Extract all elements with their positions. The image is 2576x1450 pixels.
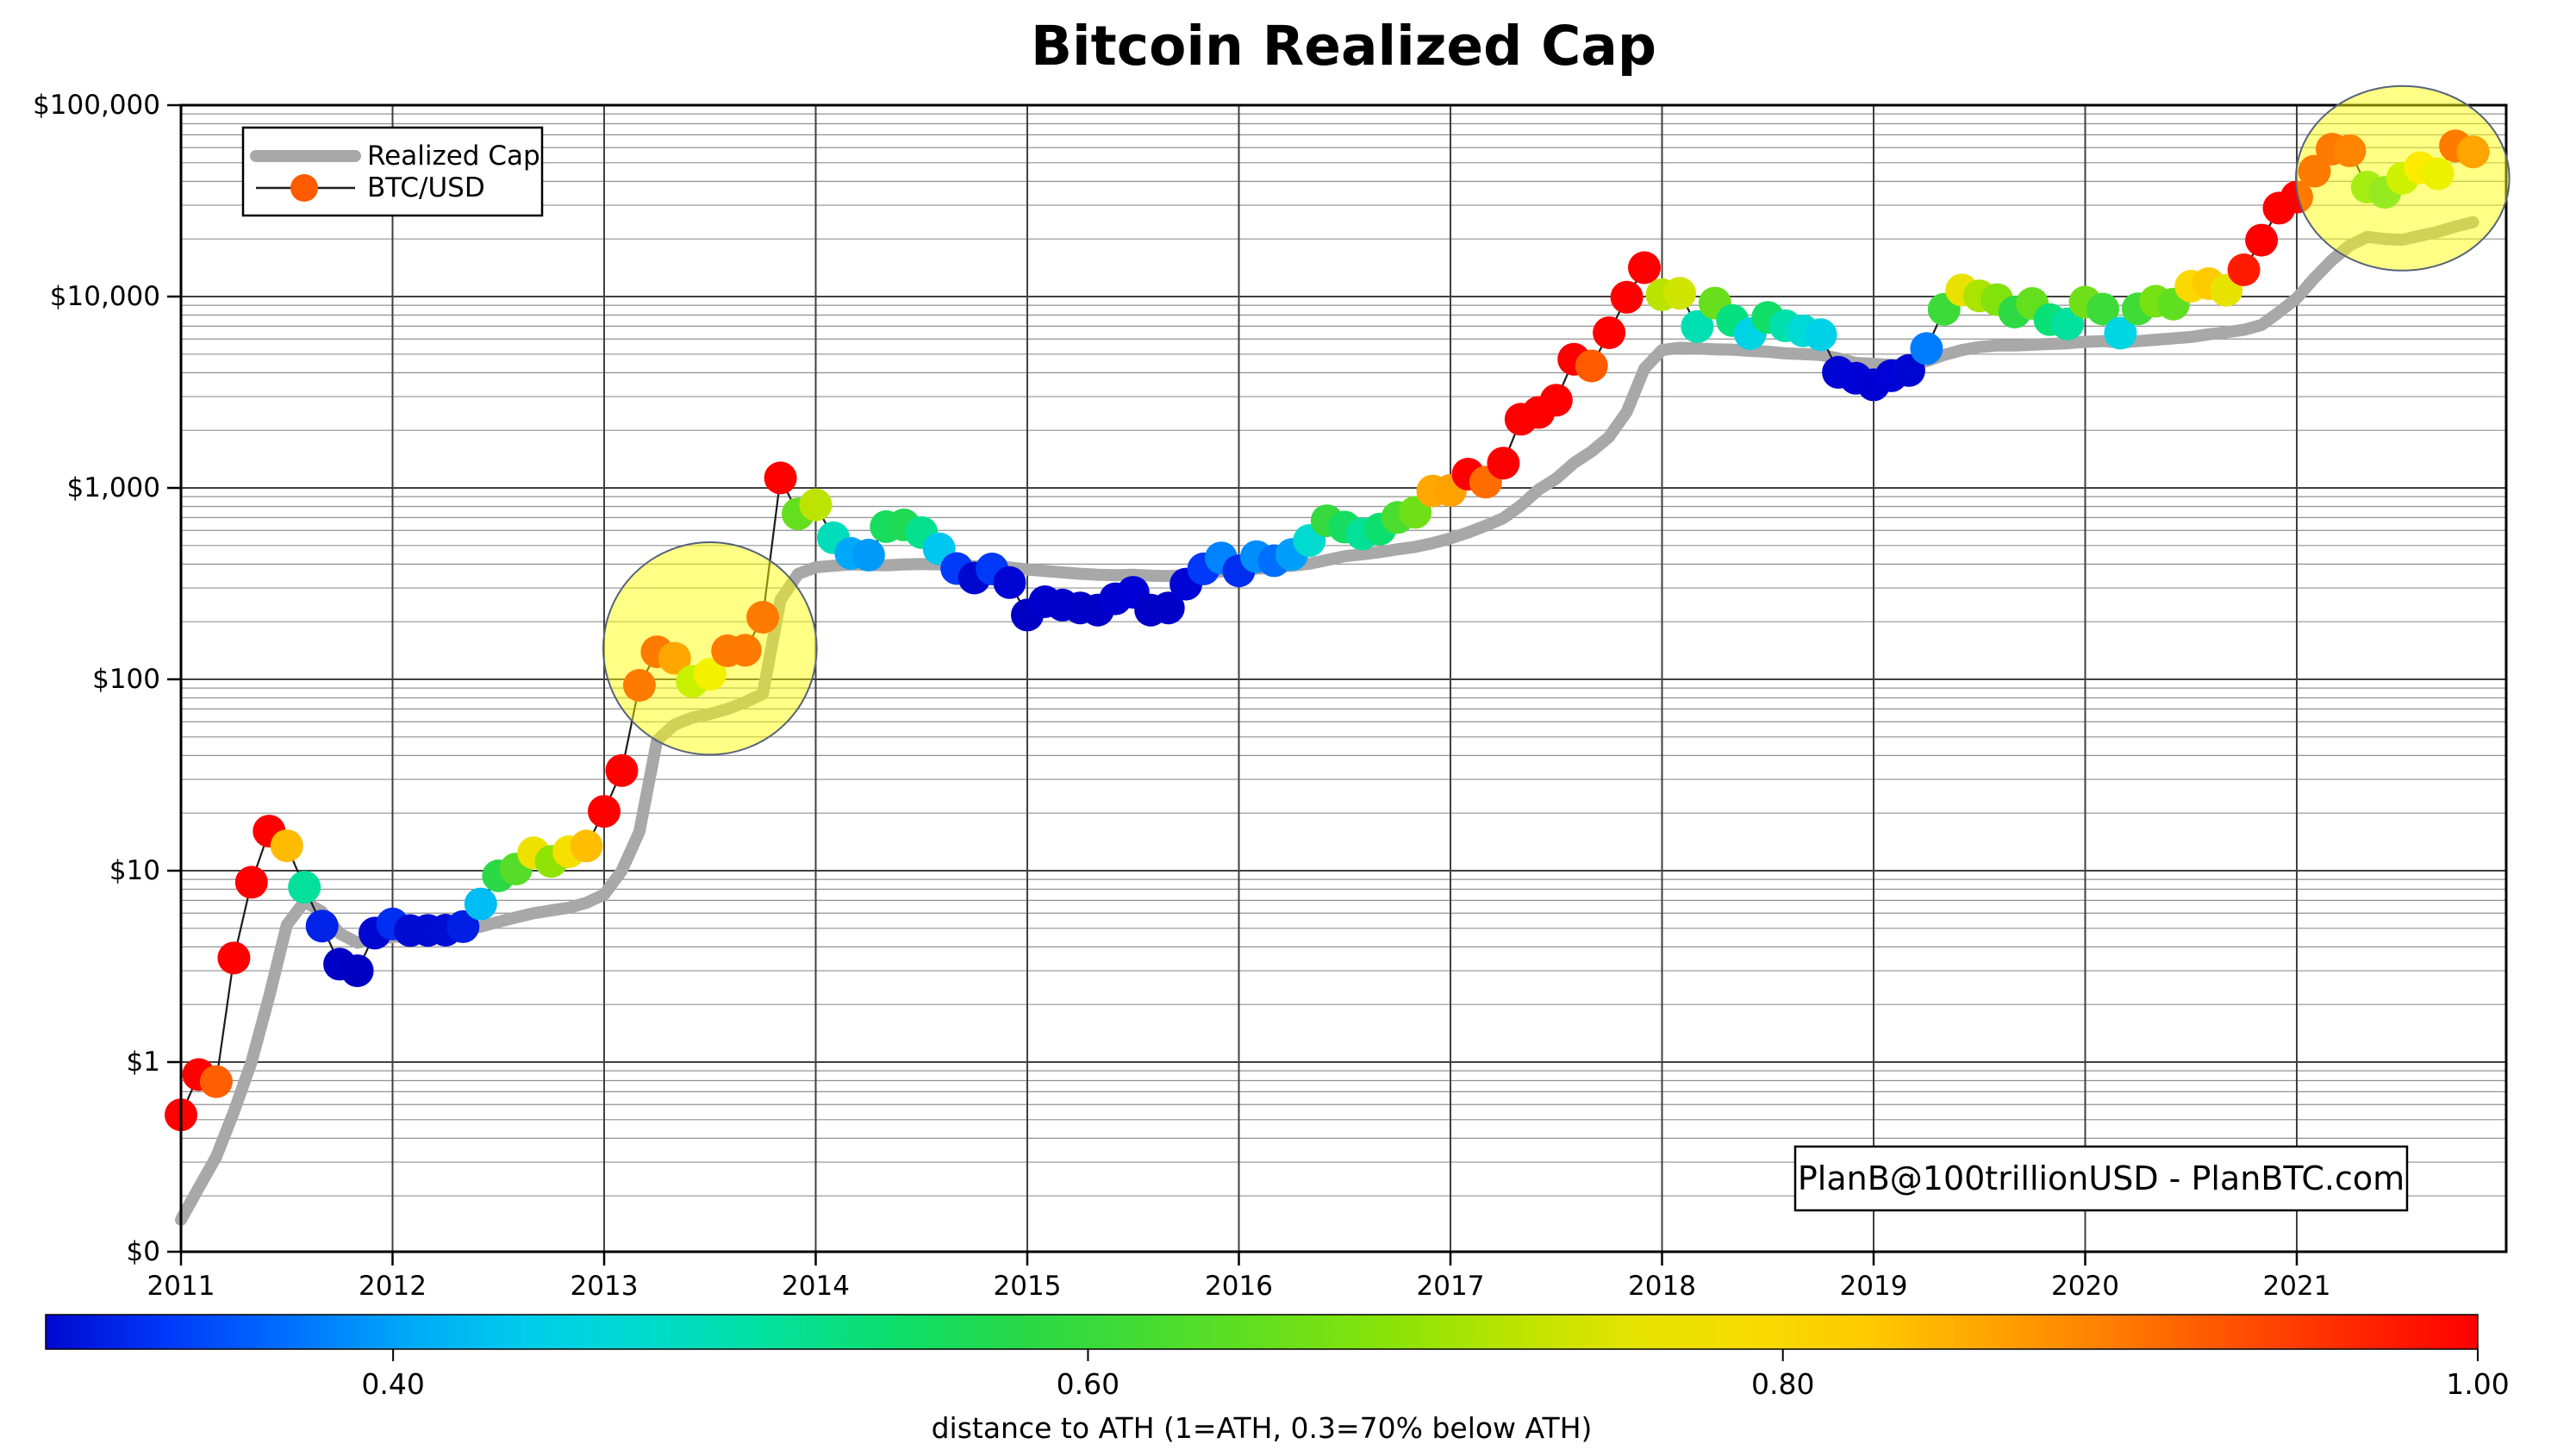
- data-point: [464, 887, 497, 921]
- data-point: [993, 566, 1026, 599]
- chart-title: Bitcoin Realized Cap: [1031, 15, 1656, 78]
- data-point: [728, 634, 762, 667]
- data-point: [1804, 318, 1837, 352]
- data-point: [217, 941, 251, 975]
- gridlines: [180, 104, 2506, 1252]
- x-tick-label: 2017: [1417, 1271, 1485, 1302]
- data-point: [693, 658, 727, 691]
- data-point: [270, 829, 303, 863]
- data-point: [605, 753, 639, 787]
- data-point: [340, 954, 374, 988]
- highlight-ellipses: [602, 84, 2511, 756]
- data-point: [799, 488, 833, 522]
- colorbar-tick-label: 0.80: [1751, 1367, 1814, 1401]
- legend-btc-usd-marker-icon: [290, 174, 318, 202]
- data-point: [1628, 251, 1661, 284]
- data-point: [1487, 447, 1520, 480]
- watermark-box: [1793, 1145, 2409, 1212]
- y-tick-label: $0: [127, 1236, 160, 1267]
- legend: Realized Cap BTC/USD: [241, 126, 544, 217]
- data-point: [1575, 349, 1608, 383]
- x-tick-label: 2012: [359, 1271, 427, 1302]
- y-axis-ticks: $100,000 $10,000 $1,000 $100 $10 $1 $0: [33, 90, 181, 1267]
- legend-realized-cap-label: Realized Cap: [367, 141, 540, 172]
- x-tick-label: 2011: [147, 1271, 215, 1302]
- x-tick-label: 2013: [571, 1271, 639, 1302]
- x-tick-label: 2019: [1840, 1271, 1908, 1302]
- realized-cap-line: [175, 216, 2479, 1226]
- data-point: [1610, 280, 1644, 314]
- data-point: [851, 538, 885, 572]
- y-tick-label: $100: [92, 664, 160, 695]
- data-point: [2280, 180, 2313, 214]
- data-point: [2245, 223, 2279, 257]
- data-point: [1663, 277, 1696, 310]
- y-tick-label: $1,000: [67, 472, 160, 503]
- data-point: [199, 1065, 233, 1098]
- colorbar-gradient: [45, 1314, 2479, 1350]
- data-point: [446, 909, 480, 943]
- data-point: [764, 461, 797, 495]
- colorbar: 0.40 0.60 0.80 1.00 distance to ATH (1=ATH,…: [45, 1314, 2510, 1445]
- watermark: PlanB@100trillionUSD - PlanBTC.com: [1793, 1145, 2409, 1212]
- data-point: [1151, 591, 1185, 625]
- data-point: [1593, 316, 1626, 349]
- data-point: [1892, 353, 1925, 387]
- x-axis-ticks: 2011 2012 2013 2014 2015 2016 2017 2018 2019 2020…: [147, 1252, 2331, 1302]
- watermark-text: PlanB@100trillionUSD - PlanBTC.com: [1798, 1159, 2404, 1197]
- data-point: [2104, 316, 2137, 350]
- y-tick-label: $10,000: [50, 281, 160, 312]
- x-tick-label: 2020: [2051, 1271, 2119, 1302]
- colorbar-ticks: 0.40 0.60 0.80 1.00: [361, 1349, 2510, 1401]
- colorbar-label: distance to ATH (1=ATH, 0.3=70% below AT…: [932, 1411, 1593, 1445]
- data-point: [746, 601, 780, 634]
- data-point: [2333, 134, 2367, 167]
- realized-cap-path: [175, 216, 2479, 1226]
- x-tick-label: 2018: [1628, 1271, 1696, 1302]
- data-point: [1910, 332, 1943, 366]
- data-point: [658, 641, 691, 675]
- colorbar-tick-label: 1.00: [2446, 1367, 2509, 1401]
- 2013-bull-market-circle: [602, 541, 818, 756]
- 2021-bull-market-circle: [2295, 84, 2511, 272]
- x-tick-label: 2021: [2263, 1271, 2331, 1302]
- data-point: [2421, 157, 2454, 191]
- x-tick-label: 2015: [994, 1271, 1062, 1302]
- colorbar-tick-label: 0.60: [1057, 1367, 1120, 1401]
- legend-btc-usd-label: BTC/USD: [367, 172, 485, 203]
- data-point: [570, 829, 603, 863]
- x-tick-label: 2014: [782, 1271, 850, 1302]
- data-point: [622, 669, 656, 702]
- data-point: [588, 795, 621, 828]
- btc-usd-connect-line: [179, 144, 2473, 1116]
- data-point: [288, 871, 321, 904]
- data-point: [1539, 384, 1573, 417]
- data-point: [2227, 253, 2261, 286]
- x-tick-label: 2016: [1205, 1271, 1273, 1302]
- data-point: [305, 909, 339, 943]
- data-point: [2298, 154, 2331, 188]
- y-tick-label: $10: [109, 855, 160, 886]
- data-point: [2456, 135, 2490, 169]
- y-tick-label: $100,000: [33, 90, 160, 121]
- y-tick-label: $1: [127, 1047, 160, 1078]
- colorbar-tick-label: 0.40: [361, 1367, 424, 1401]
- btc-usd-scatter-series: [165, 129, 2490, 1132]
- data-point: [234, 866, 268, 899]
- data-point: [1681, 309, 1714, 343]
- legend-box: [241, 126, 544, 217]
- data-point: [2051, 307, 2084, 341]
- data-point: [2086, 292, 2119, 326]
